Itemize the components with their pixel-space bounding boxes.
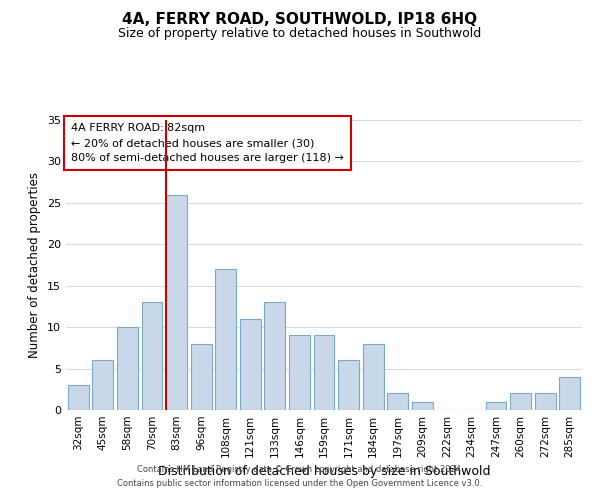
Bar xyxy=(314,336,334,410)
Bar xyxy=(289,336,310,410)
Bar xyxy=(387,394,408,410)
Bar xyxy=(362,344,383,410)
Bar xyxy=(535,394,556,410)
Bar xyxy=(485,402,506,410)
Bar xyxy=(92,360,113,410)
Bar xyxy=(166,194,187,410)
X-axis label: Distribution of detached houses by size in Southwold: Distribution of detached houses by size … xyxy=(158,466,490,478)
Bar xyxy=(240,319,261,410)
Bar xyxy=(117,327,138,410)
Bar xyxy=(142,302,163,410)
Bar xyxy=(265,302,286,410)
Bar xyxy=(68,385,89,410)
Bar xyxy=(510,394,531,410)
Text: 4A FERRY ROAD: 82sqm
← 20% of detached houses are smaller (30)
80% of semi-detac: 4A FERRY ROAD: 82sqm ← 20% of detached h… xyxy=(71,123,344,164)
Y-axis label: Number of detached properties: Number of detached properties xyxy=(28,172,41,358)
Bar xyxy=(215,269,236,410)
Bar xyxy=(412,402,433,410)
Bar xyxy=(338,360,359,410)
Bar xyxy=(559,377,580,410)
Text: Size of property relative to detached houses in Southwold: Size of property relative to detached ho… xyxy=(118,28,482,40)
Text: 4A, FERRY ROAD, SOUTHWOLD, IP18 6HQ: 4A, FERRY ROAD, SOUTHWOLD, IP18 6HQ xyxy=(122,12,478,28)
Bar xyxy=(191,344,212,410)
Text: Contains HM Land Registry data © Crown copyright and database right 2024.
Contai: Contains HM Land Registry data © Crown c… xyxy=(118,466,482,487)
